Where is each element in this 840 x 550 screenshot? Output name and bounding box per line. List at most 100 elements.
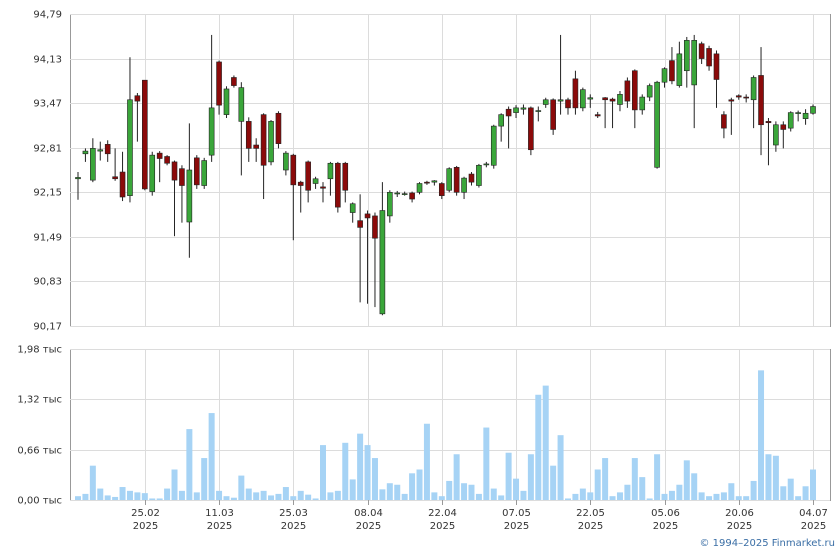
volume-bar bbox=[505, 452, 512, 500]
candle-body bbox=[394, 192, 401, 195]
volume-bar bbox=[201, 458, 208, 500]
candle-body bbox=[401, 193, 408, 195]
x-tick-label: 07.05 bbox=[502, 508, 531, 519]
volume-bar bbox=[75, 496, 81, 500]
candle-body bbox=[97, 149, 104, 152]
volume-bar bbox=[104, 495, 111, 500]
volume-bar bbox=[750, 480, 757, 500]
candle-body bbox=[327, 162, 334, 180]
candle-body bbox=[268, 121, 274, 163]
y-tick-label: 90,83 bbox=[33, 277, 62, 288]
candle-body bbox=[632, 70, 638, 111]
candle-body bbox=[795, 112, 801, 114]
volume-bar bbox=[624, 484, 631, 500]
volume-bar bbox=[587, 492, 594, 500]
volume-bar bbox=[446, 480, 453, 500]
candle-body bbox=[721, 114, 727, 129]
volume-bar bbox=[320, 445, 326, 500]
candle-body bbox=[312, 178, 319, 184]
volume-bar bbox=[661, 493, 668, 500]
candle-body bbox=[461, 177, 467, 193]
y-tick-label: 94,13 bbox=[33, 55, 62, 66]
candle-body bbox=[216, 61, 222, 106]
x-tick-label: 2025 bbox=[133, 521, 158, 532]
candle-body bbox=[245, 121, 252, 149]
volume-bar bbox=[654, 454, 661, 500]
volume-bar bbox=[743, 496, 750, 500]
y-tick-label: 94,79 bbox=[33, 10, 62, 21]
volume-bar bbox=[371, 458, 378, 500]
candle-body bbox=[624, 80, 631, 102]
volume-bar bbox=[438, 496, 445, 500]
candle-body bbox=[557, 99, 564, 102]
candle-body bbox=[498, 114, 504, 127]
volume-bar bbox=[364, 445, 371, 500]
candle-body bbox=[639, 96, 646, 111]
x-tick-label: 2025 bbox=[281, 521, 306, 532]
y-tick-label: 1,98 тыс bbox=[17, 345, 62, 356]
y-tick-label: 90,17 bbox=[33, 322, 62, 333]
candle-body bbox=[565, 99, 571, 109]
volume-bar bbox=[268, 495, 275, 500]
candle-body bbox=[698, 43, 705, 59]
volume-bar bbox=[691, 473, 698, 500]
volume-bar bbox=[728, 483, 735, 500]
candle-body bbox=[765, 121, 772, 124]
candle-body bbox=[431, 180, 438, 183]
candle-body bbox=[127, 99, 133, 196]
y-tick-label: 0,00 тыс bbox=[17, 496, 62, 507]
candle-body bbox=[728, 99, 735, 102]
volume-bar bbox=[490, 488, 497, 500]
candle-body bbox=[364, 213, 371, 219]
candle-body bbox=[669, 60, 675, 82]
x-tick-label: 11.03 bbox=[205, 508, 234, 519]
volume-bar bbox=[275, 493, 282, 500]
candle-body bbox=[186, 169, 193, 223]
volume-frame bbox=[70, 349, 831, 501]
candle-body bbox=[810, 106, 816, 114]
volume-bar bbox=[423, 423, 430, 500]
volume-bar bbox=[193, 492, 200, 500]
volume-bar bbox=[550, 465, 557, 500]
candle-body bbox=[409, 192, 415, 200]
x-tick-label: 2025 bbox=[727, 521, 752, 532]
volume-bar bbox=[349, 479, 356, 500]
volume-bar bbox=[802, 486, 809, 500]
candle-body bbox=[750, 77, 757, 101]
volume-bar bbox=[616, 492, 623, 500]
volume-bar bbox=[706, 496, 713, 500]
volume-bar bbox=[409, 473, 416, 500]
volume-bar bbox=[668, 490, 675, 500]
candle-body bbox=[505, 108, 512, 117]
y-tick-label: 92,81 bbox=[33, 144, 62, 155]
volume-bar bbox=[468, 484, 475, 500]
candle-body bbox=[260, 114, 267, 166]
credit: © 1994–2025 Finmarket.ru bbox=[699, 538, 835, 549]
volume-bar bbox=[758, 370, 765, 500]
candle-body bbox=[580, 89, 586, 109]
candle-body bbox=[453, 166, 460, 193]
volume-bar bbox=[698, 492, 705, 500]
candle-body bbox=[193, 157, 200, 186]
x-tick-label: 22.04 bbox=[428, 508, 457, 519]
volume-bar bbox=[772, 455, 779, 500]
candle-body bbox=[335, 162, 341, 208]
candle-body bbox=[387, 191, 393, 217]
volume-bar bbox=[119, 487, 126, 500]
candle-body bbox=[550, 99, 556, 130]
candle-body bbox=[661, 68, 668, 83]
volume-bar bbox=[565, 498, 571, 500]
volume-bar bbox=[795, 496, 802, 500]
volume-bar bbox=[461, 483, 468, 500]
volume-bar bbox=[126, 490, 133, 500]
y-tick-label: 93,47 bbox=[33, 99, 62, 110]
volume-bar bbox=[253, 492, 260, 500]
candle-body bbox=[149, 154, 156, 192]
volume-bar bbox=[134, 492, 141, 500]
volume-bar bbox=[178, 490, 185, 500]
candle-body bbox=[572, 78, 579, 109]
volume-bar bbox=[475, 493, 482, 500]
candle-body bbox=[513, 107, 519, 113]
candle-body bbox=[305, 161, 311, 191]
volume-bar bbox=[483, 427, 490, 500]
